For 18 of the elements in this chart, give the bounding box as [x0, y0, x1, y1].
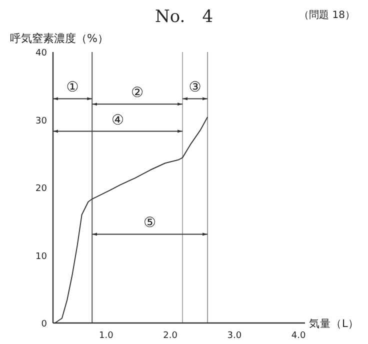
x-tick-label: 3.0: [227, 331, 242, 341]
x-tick-label: 1.0: [99, 331, 114, 341]
x-axis-title: 気量（L）: [309, 318, 359, 330]
annotation: ④: [111, 112, 124, 128]
x-tick-label: 2.0: [163, 331, 178, 341]
text: （問題 18）: [299, 10, 355, 21]
annotation: ③: [188, 80, 202, 96]
annotation: ⑤: [144, 215, 156, 232]
annotation: ②: [131, 85, 144, 102]
y-tick-label: 20: [36, 184, 48, 194]
x-tick-label: 4.0: [291, 331, 306, 341]
y-axis-title: 呼気窒素濃度（%）: [10, 32, 108, 45]
annotation: ①: [66, 80, 79, 96]
chart-title: No. 4: [154, 7, 214, 27]
y-tick-label: 10: [36, 252, 48, 262]
y-tick-label: 40: [36, 48, 48, 58]
y-tick-label: 0: [41, 320, 48, 330]
y-tick-label: 30: [36, 116, 48, 126]
